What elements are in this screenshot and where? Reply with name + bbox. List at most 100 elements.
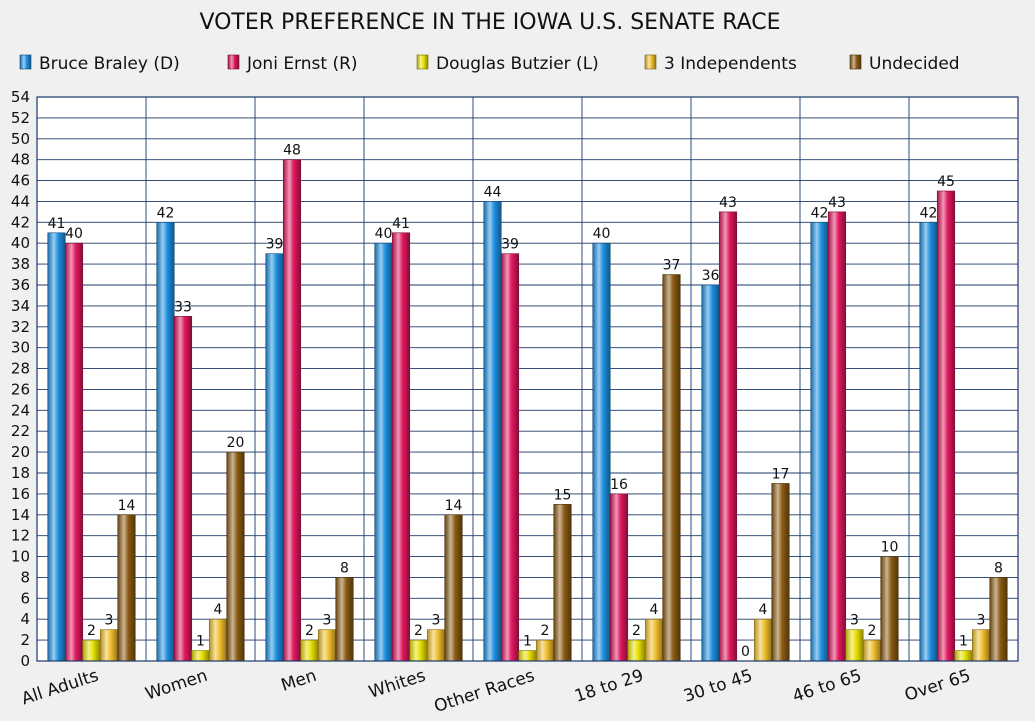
data-label: 16 xyxy=(610,477,628,493)
y-tick-label: 18 xyxy=(11,464,30,482)
bar xyxy=(300,639,319,662)
chart-title: VOTER PREFERENCE IN THE IOWA U.S. SENATE… xyxy=(199,10,780,35)
legend-item: Douglas Butzier (L) xyxy=(416,54,599,74)
bar xyxy=(644,618,664,662)
bar xyxy=(553,504,572,662)
data-label: 8 xyxy=(994,560,1003,576)
grid xyxy=(37,96,1018,662)
data-label: 4 xyxy=(759,602,768,618)
bar xyxy=(265,253,284,662)
bar xyxy=(99,629,119,662)
bar xyxy=(317,629,337,662)
bar xyxy=(827,211,847,662)
data-label: 3 xyxy=(323,613,332,629)
bar xyxy=(989,577,1008,662)
data-label: 42 xyxy=(157,205,175,221)
bar xyxy=(753,618,773,662)
bar xyxy=(718,211,738,662)
bar xyxy=(662,274,681,662)
bar xyxy=(226,451,245,662)
data-label: 20 xyxy=(227,435,245,451)
y-tick-label: 44 xyxy=(11,192,30,210)
bar xyxy=(627,639,646,662)
plot-area xyxy=(37,97,1018,661)
y-tick-label: 20 xyxy=(11,443,30,461)
y-tick-label: 28 xyxy=(11,360,30,378)
y-tick-label: 40 xyxy=(11,234,30,252)
bar xyxy=(609,493,629,662)
bar xyxy=(282,159,302,662)
data-label: 3 xyxy=(977,613,986,629)
y-tick-label: 6 xyxy=(20,589,30,607)
y-tick-label: 38 xyxy=(11,255,30,273)
data-label: 1 xyxy=(523,634,532,650)
data-label: 39 xyxy=(501,237,519,253)
data-label: 44 xyxy=(484,184,502,200)
legend-swatch xyxy=(849,54,862,70)
y-tick-label: 16 xyxy=(11,485,30,503)
data-label: 2 xyxy=(632,623,641,639)
data-label: 42 xyxy=(811,205,829,221)
data-label: 17 xyxy=(772,466,790,482)
data-label: 40 xyxy=(65,226,83,242)
data-label: 40 xyxy=(375,226,393,242)
bar xyxy=(845,629,864,662)
bar xyxy=(701,284,720,662)
bar xyxy=(954,650,973,662)
bar xyxy=(880,556,899,662)
bar xyxy=(156,222,175,662)
bar xyxy=(82,639,101,662)
data-label: 10 xyxy=(881,540,899,556)
value-labels: 4140231442331420394823840412314443912154… xyxy=(48,143,1003,660)
legend-swatch xyxy=(19,54,32,70)
data-label: 41 xyxy=(48,216,66,232)
data-label: 36 xyxy=(702,268,720,284)
plot-border xyxy=(36,96,1019,662)
data-label: 8 xyxy=(340,560,349,576)
x-axis: All Adults Women Men Whites Other Races 18 to… xyxy=(19,666,973,717)
x-tick-label: Men xyxy=(279,666,319,696)
bar xyxy=(483,201,502,662)
data-label: 2 xyxy=(414,623,423,639)
bar xyxy=(374,242,393,662)
y-tick-label: 52 xyxy=(11,109,30,127)
data-label: 0 xyxy=(741,644,750,660)
y-tick-label: 42 xyxy=(11,213,30,231)
data-label: 14 xyxy=(118,498,136,514)
x-tick-label: Women xyxy=(143,666,210,705)
y-tick-label: 2 xyxy=(20,631,30,649)
bar xyxy=(971,629,991,662)
bar xyxy=(936,190,956,662)
legend-label: Douglas Butzier (L) xyxy=(436,54,599,74)
legend-label: 3 Independents xyxy=(664,54,797,74)
y-tick-label: 0 xyxy=(20,652,30,670)
bar xyxy=(919,222,938,662)
legend-item: Undecided xyxy=(849,54,960,74)
y-tick-label: 48 xyxy=(11,151,30,169)
bar xyxy=(47,232,66,662)
legend: Bruce Braley (D) Joni Ernst (R) Douglas Bu… xyxy=(19,54,960,74)
bar xyxy=(335,577,354,662)
data-label: 14 xyxy=(445,498,463,514)
data-label: 43 xyxy=(719,195,737,211)
x-tick-label: Whites xyxy=(366,666,428,703)
legend-item: 3 Independents xyxy=(644,54,797,74)
y-tick-label: 10 xyxy=(11,548,30,566)
bar xyxy=(535,639,555,662)
legend-swatch xyxy=(416,54,429,70)
y-tick-label: 46 xyxy=(11,172,30,190)
data-label: 2 xyxy=(87,623,96,639)
data-label: 2 xyxy=(868,623,877,639)
x-tick-label: Over 65 xyxy=(902,666,973,706)
data-label: 2 xyxy=(541,623,550,639)
data-label: 48 xyxy=(283,143,301,159)
bar xyxy=(426,629,446,662)
legend-swatch xyxy=(227,54,240,70)
bar xyxy=(518,650,537,662)
y-tick-label: 12 xyxy=(11,527,30,545)
y-axis: 0246810121416182022242628303234363840424… xyxy=(11,88,30,670)
data-label: 43 xyxy=(828,195,846,211)
data-label: 45 xyxy=(937,174,955,190)
bar xyxy=(173,316,193,662)
legend-label: Joni Ernst (R) xyxy=(246,54,358,74)
